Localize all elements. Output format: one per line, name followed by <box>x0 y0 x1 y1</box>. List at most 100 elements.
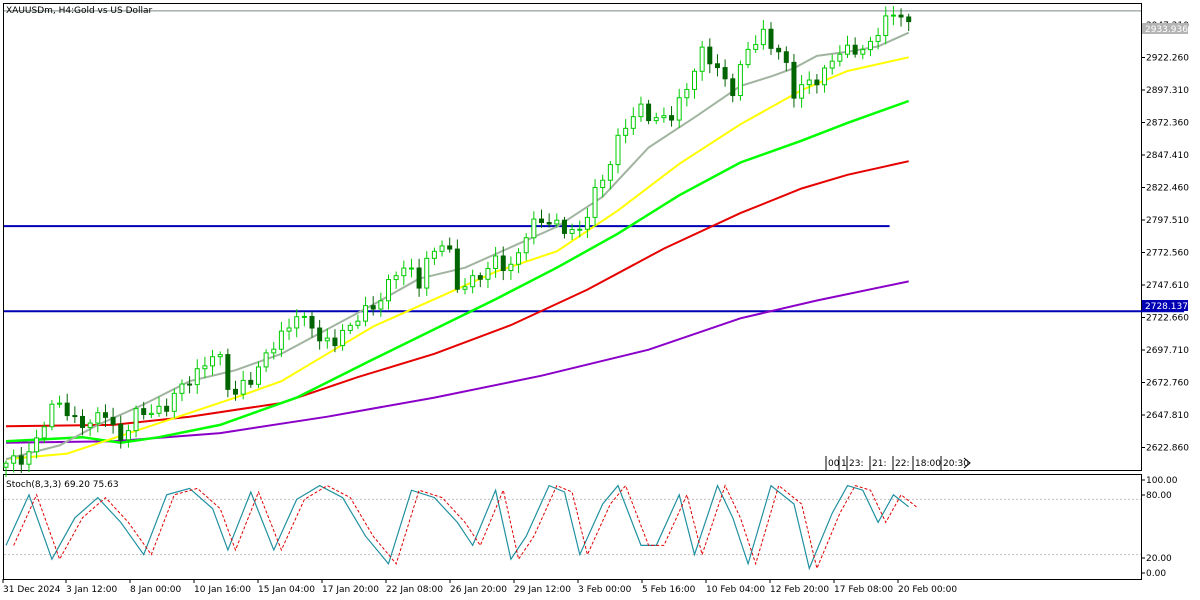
candle-body <box>363 305 369 322</box>
candle-body <box>416 267 422 289</box>
time-label: 31 Dec 2024 <box>3 585 61 595</box>
price-label: 2797.510 <box>1146 216 1189 226</box>
session-mark: 00 <box>828 459 840 469</box>
candle-body <box>516 252 522 265</box>
session-arrow-icon <box>963 457 971 469</box>
stoch-panel-frame <box>3 474 1142 580</box>
candle-body <box>883 15 889 37</box>
candle-body <box>26 451 32 465</box>
candle-body <box>776 47 782 53</box>
candle-body <box>714 63 720 69</box>
candle-body <box>34 437 40 453</box>
candle-body <box>485 267 491 280</box>
session-mark: 1 <box>841 459 847 469</box>
candle-body <box>210 356 216 367</box>
main-panel-frame <box>3 3 1142 471</box>
candle-body <box>531 218 537 239</box>
price-label: 2822.460 <box>1146 184 1189 194</box>
candle-body <box>233 388 238 395</box>
candle-body <box>623 127 629 136</box>
price-label: 2747.610 <box>1146 281 1189 291</box>
candle-body <box>707 46 713 65</box>
chart-symbol: XAUUSDm, H4: <box>6 6 74 16</box>
candle-body <box>347 324 353 331</box>
price-label: 2672.760 <box>1146 379 1189 389</box>
candle-body <box>508 263 514 272</box>
candle-body <box>202 365 208 370</box>
candle-body <box>102 412 108 418</box>
candle-body <box>11 455 17 464</box>
candle-body <box>332 337 338 347</box>
candle-body <box>692 70 697 90</box>
stoch-label: Stoch(8,3,3) 69.20 75.63 <box>6 480 119 490</box>
candle-body <box>822 67 828 86</box>
candle-body <box>493 255 499 269</box>
candle-body <box>852 44 858 55</box>
candle-body <box>57 402 63 405</box>
stoch-main-line <box>5 483 910 571</box>
candle-body <box>638 103 644 118</box>
candle-body <box>768 28 774 49</box>
candle-body <box>255 366 261 385</box>
candle-body <box>684 88 690 99</box>
candle-body <box>860 49 866 55</box>
stoch-axis-label: 100.00 <box>1146 476 1178 486</box>
candle-body <box>125 430 131 441</box>
candle-body <box>546 222 552 225</box>
candle-body <box>837 53 843 62</box>
candle-body <box>539 218 544 224</box>
candle-body <box>18 455 24 465</box>
candle-body <box>845 44 850 55</box>
price-label: 2772.560 <box>1146 249 1189 259</box>
candle-body <box>3 462 9 468</box>
time-label: 10 Jan 16:00 <box>194 585 251 595</box>
time-label: 3 Jan 12:00 <box>66 585 118 595</box>
candle-body <box>753 44 759 50</box>
candle-body <box>730 78 736 97</box>
candle-body <box>271 348 277 354</box>
stoch-signal-line <box>13 484 917 571</box>
candle-body <box>447 245 453 250</box>
candle-body <box>393 275 399 281</box>
time-label: 29 Jan 12:00 <box>514 585 571 595</box>
price-label: 2647.810 <box>1146 411 1189 421</box>
candle-body <box>171 392 177 412</box>
level-price-tag-bg <box>1142 300 1188 311</box>
candle-body <box>324 337 330 342</box>
stoch-axis-label: 80.00 <box>1146 491 1172 501</box>
candle-body <box>600 179 606 189</box>
candle-body <box>95 412 101 424</box>
candle-body <box>439 245 445 252</box>
session-mark: 20:30 <box>943 459 969 469</box>
current-price-tag: 2933.936 <box>1145 25 1188 35</box>
candle-body <box>408 267 414 270</box>
price-label: 2922.260 <box>1146 54 1189 64</box>
candle-body <box>317 327 323 342</box>
candle-body <box>554 219 560 225</box>
candle-body <box>286 327 292 332</box>
candle-body <box>118 423 124 441</box>
candle-body <box>500 255 506 272</box>
session-mark: 18:00 <box>915 459 941 469</box>
candle-body <box>248 379 254 385</box>
candle-body <box>240 379 246 395</box>
candle-body <box>584 216 590 230</box>
candle-body <box>187 383 193 386</box>
time-label: 8 Jan 00:00 <box>130 585 182 595</box>
candle-body <box>179 383 185 394</box>
candle-body <box>49 403 55 428</box>
candle-body <box>194 368 200 386</box>
time-label: 12 Feb 20:00 <box>770 585 829 595</box>
candle-body <box>760 28 766 46</box>
sma-yellow-line <box>5 56 909 461</box>
candle-body <box>454 248 460 290</box>
candle-body <box>867 40 873 51</box>
candle-body <box>301 315 307 318</box>
candle-body <box>378 300 384 310</box>
price-label: 2872.360 <box>1146 119 1189 129</box>
time-label: 17 Feb 08:00 <box>834 585 893 595</box>
candle-body <box>653 117 659 122</box>
candle-body <box>592 187 598 218</box>
candle-body <box>225 354 231 390</box>
candle-body <box>386 279 391 302</box>
